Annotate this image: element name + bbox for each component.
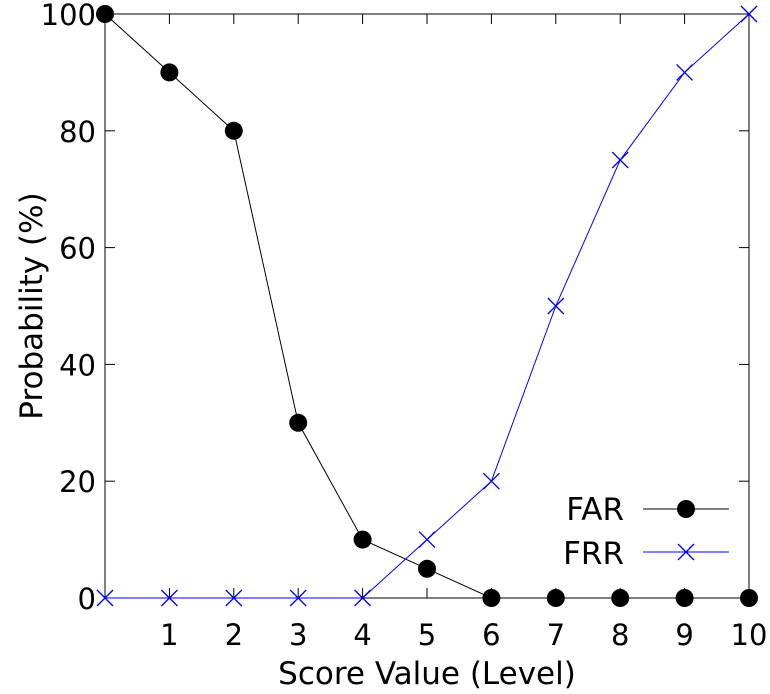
frr-point [676, 63, 694, 81]
far-point [546, 589, 565, 607]
frr-point [611, 151, 629, 169]
series-far [96, 5, 758, 607]
x-tick-label: 8 [611, 618, 629, 652]
frr-point [289, 589, 307, 607]
far-point [224, 121, 243, 140]
x-tick-label: 6 [482, 618, 500, 652]
legend-label-frr: FRR [563, 536, 624, 572]
far-point [96, 5, 114, 23]
x-tick-label: 10 [731, 618, 768, 652]
x-tick-label: 2 [225, 618, 243, 652]
frr-point [418, 531, 436, 549]
y-tick-label: 60 [59, 232, 96, 266]
x-tick-label: 1 [160, 618, 178, 652]
frr-point-stroke [160, 589, 178, 607]
legend-label-far: FAR [566, 492, 624, 528]
frr-point-stroke [225, 589, 243, 607]
legend-marker-far [677, 500, 695, 518]
x-tick-label: 5 [418, 618, 436, 652]
frr-point-stroke [482, 472, 500, 490]
frr-point-stroke [418, 531, 436, 549]
axis-tick-labels: 0 20 40 60 80 100 1 2 3 4 5 6 7 8 9 10 [41, 0, 768, 652]
frr-point-stroke [611, 151, 629, 169]
series-frr [96, 5, 758, 607]
legend-marker-frr [677, 543, 695, 561]
far-point [353, 530, 372, 549]
frr-point-stroke [740, 5, 758, 23]
y-tick-label: 80 [59, 115, 96, 149]
y-tick-label: 20 [59, 465, 96, 499]
y-tick-label: 100 [41, 0, 96, 32]
frr-point [225, 589, 243, 607]
x-axis-title: Score Value (Level) [278, 656, 576, 692]
frr-point [96, 589, 114, 607]
frr-point [547, 297, 565, 315]
y-axis-title: Probability (%) [14, 192, 50, 419]
far-line [104, 13, 749, 599]
y-tick-label: 40 [59, 348, 96, 382]
frr-point-stroke [676, 63, 694, 81]
far-point [611, 589, 630, 607]
legend: FAR FRR [563, 492, 729, 572]
series-layer [96, 5, 758, 607]
x-tick-label: 4 [353, 618, 371, 652]
y-tick-label: 0 [78, 582, 96, 616]
frr-point [354, 589, 372, 607]
frr-point-stroke [289, 589, 307, 607]
x-tick-label: 9 [675, 618, 693, 652]
axis-ticks [105, 13, 750, 599]
frr-point-stroke [547, 297, 565, 315]
far-point [418, 559, 436, 578]
far-point [675, 589, 694, 607]
frr-point [482, 472, 500, 490]
frr-point [740, 5, 758, 23]
far-point [740, 589, 758, 607]
x-tick-label: 7 [547, 618, 565, 652]
far-point [482, 589, 501, 607]
frr-point [160, 589, 178, 607]
x-tick-label: 3 [289, 618, 307, 652]
legend-marker-frr-stroke [677, 543, 695, 561]
far-point [289, 413, 308, 432]
frr-point-stroke [354, 589, 372, 607]
frr-point-stroke [96, 589, 114, 607]
far-point [160, 63, 179, 82]
